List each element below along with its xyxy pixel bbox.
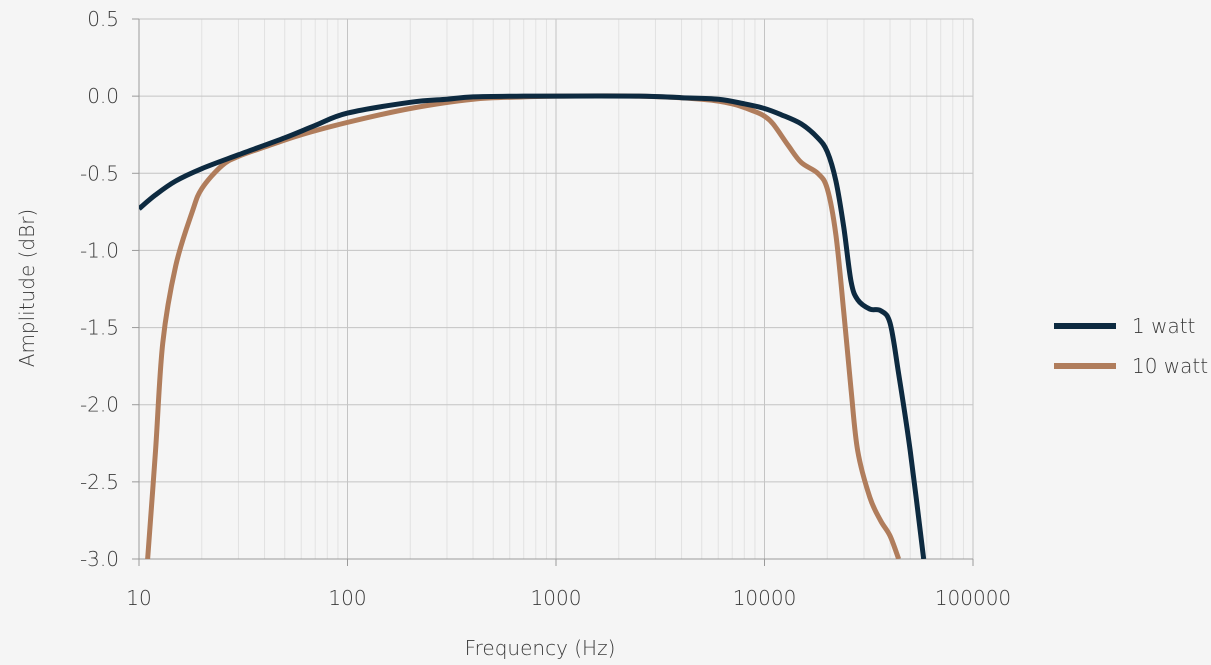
y-tick-label: -3.0 [80, 547, 119, 571]
legend-label: 10 watt [1132, 354, 1208, 378]
x-tick-label: 100 [328, 586, 366, 610]
x-axis-title: Frequency (Hz) [465, 636, 616, 660]
legend-label: 1 watt [1132, 314, 1195, 338]
series-line-1-watt [139, 93, 927, 559]
y-tick-label: -2.0 [80, 393, 119, 417]
x-tick-label: 1000 [531, 586, 582, 610]
y-tick-label: 0.0 [87, 84, 119, 108]
x-tick-label: 10000 [733, 586, 797, 610]
minor-gridlines [201, 19, 964, 559]
x-tick-label: 100000 [935, 586, 1011, 610]
y-tick-label: -1.0 [80, 238, 119, 262]
y-tick-label: -1.5 [80, 316, 119, 340]
y-axis-ticks: 0.5 0.0 -0.5 -1.0 -1.5 -2.0 -2.5 -3.0 [80, 7, 139, 571]
x-axis-ticks: 10 100 1000 10000 100000 [126, 559, 1011, 610]
y-tick-label: -2.5 [80, 470, 119, 494]
plot-frame [132, 19, 973, 566]
y-tick-label: 0.5 [87, 7, 119, 31]
y-axis-title: Amplitude (dBr) [15, 209, 39, 367]
series-lines [139, 93, 927, 559]
legend: 1 watt 10 watt [1054, 314, 1208, 378]
x-tick-label: 10 [126, 586, 151, 610]
y-tick-label: -0.5 [80, 161, 119, 185]
